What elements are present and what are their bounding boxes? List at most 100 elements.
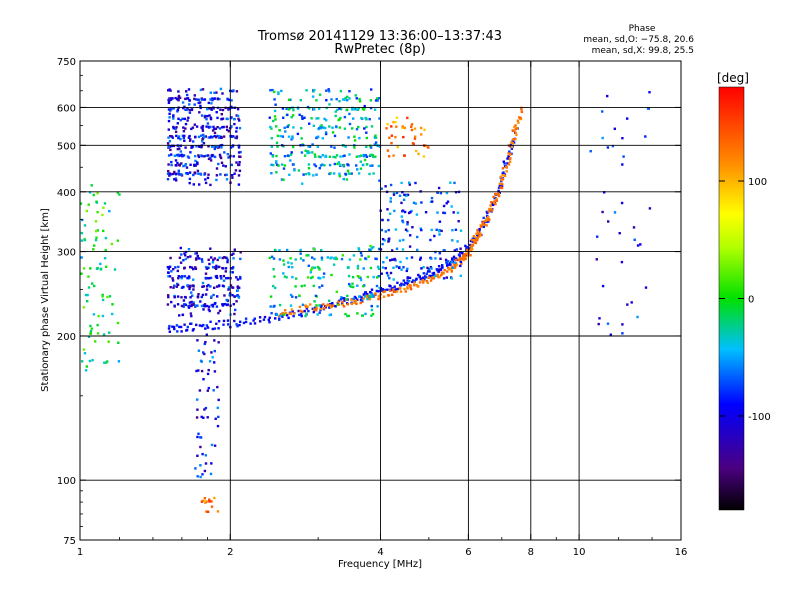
scatter-point: [184, 257, 188, 261]
scatter-point: [236, 294, 239, 297]
scatter-point: [387, 240, 390, 243]
scatter-point: [438, 220, 442, 223]
scatter-point: [178, 96, 182, 99]
scatter-point: [390, 134, 394, 137]
scatter-point: [348, 284, 352, 288]
scatter-point: [490, 201, 493, 204]
scatter-point: [183, 105, 186, 108]
scatter-point: [283, 155, 287, 158]
scatter-point: [303, 309, 306, 313]
scatter-point: [171, 277, 174, 280]
scatter-point: [366, 293, 369, 296]
scatter-point: [426, 270, 430, 273]
scatter-point: [451, 257, 454, 260]
scatter-point: [437, 265, 441, 268]
scatter-point: [180, 330, 183, 333]
scatter-point: [204, 462, 208, 465]
scatter-point: [480, 225, 483, 228]
scatter-point: [446, 260, 450, 263]
scatter-point: [319, 164, 323, 167]
scatter-point: [294, 258, 297, 261]
scatter-point: [196, 295, 200, 298]
scatter-point: [409, 287, 413, 291]
scatter-point: [90, 184, 93, 187]
scatter-point: [453, 181, 456, 185]
scatter-point: [300, 137, 303, 140]
scatter-point: [344, 96, 347, 100]
scatter-point: [360, 299, 364, 302]
scatter-point: [94, 340, 97, 343]
scatter-point: [184, 164, 187, 167]
scatter-point: [328, 155, 332, 158]
scatter-point: [312, 310, 315, 314]
scatter-point: [392, 266, 395, 269]
scatter-point: [322, 276, 325, 279]
scatter-point: [216, 406, 219, 409]
scatter-point: [225, 178, 229, 181]
scatter-point: [108, 331, 111, 334]
scatter-point: [339, 90, 343, 93]
scatter-point: [395, 191, 399, 195]
scatter-point: [359, 251, 363, 254]
scatter-point: [505, 166, 508, 169]
scatter-point: [103, 257, 107, 260]
scatter-point: [289, 98, 292, 101]
scatter-point: [229, 146, 233, 149]
scatter-point: [211, 145, 214, 148]
scatter-point: [215, 322, 218, 325]
scatter-point: [389, 197, 392, 200]
scatter-point: [292, 163, 295, 166]
scatter-point: [215, 305, 219, 308]
scatter-point: [313, 300, 316, 303]
scatter-point: [228, 293, 231, 297]
scatter-point: [177, 117, 180, 120]
scatter-point: [331, 304, 335, 307]
scatter-point: [216, 134, 219, 138]
scatter-point: [410, 128, 414, 132]
scatter-point: [184, 303, 188, 307]
scatter-point: [390, 258, 394, 261]
scatter-point: [273, 275, 276, 278]
scatter-point: [197, 154, 200, 157]
scatter-point: [82, 267, 86, 270]
scatter-point: [339, 116, 342, 120]
scatter-point: [501, 167, 505, 170]
scatter-point: [94, 238, 98, 242]
scatter-point: [178, 256, 182, 259]
scatter-point: [403, 210, 407, 214]
scatter-point: [103, 361, 106, 364]
scatter-point: [328, 299, 331, 302]
scatter-point: [207, 157, 211, 161]
scatter-point: [287, 261, 290, 264]
scatter-point: [348, 112, 351, 116]
scatter-point: [218, 136, 221, 139]
scatter-point: [208, 114, 211, 117]
scatter-point: [197, 101, 200, 105]
scatter-point: [218, 265, 221, 269]
scatter-point: [601, 136, 604, 140]
scatter-point: [626, 117, 629, 120]
scatter-point: [343, 297, 346, 300]
scatter-point: [273, 98, 276, 101]
scatter-point: [409, 285, 412, 289]
scatter-point: [239, 320, 242, 323]
scatter-point: [336, 162, 339, 166]
scatter-point: [200, 295, 203, 299]
scatter-point: [188, 177, 192, 181]
scatter-point: [487, 210, 490, 213]
scatter-point: [180, 277, 183, 280]
scatter-point: [394, 259, 397, 262]
scatter-point: [486, 217, 489, 221]
scatter-point: [391, 249, 394, 252]
scatter-point: [488, 218, 491, 221]
scatter-point: [452, 258, 456, 261]
scatter-point: [209, 247, 212, 250]
scatter-point: [289, 312, 293, 316]
scatter-point: [211, 261, 215, 264]
scatter-point: [424, 211, 428, 214]
scatter-point: [445, 191, 449, 195]
scatter-point: [95, 229, 98, 233]
scatter-point: [210, 256, 213, 259]
scatter-point: [182, 305, 185, 308]
scatter-point: [179, 246, 182, 250]
